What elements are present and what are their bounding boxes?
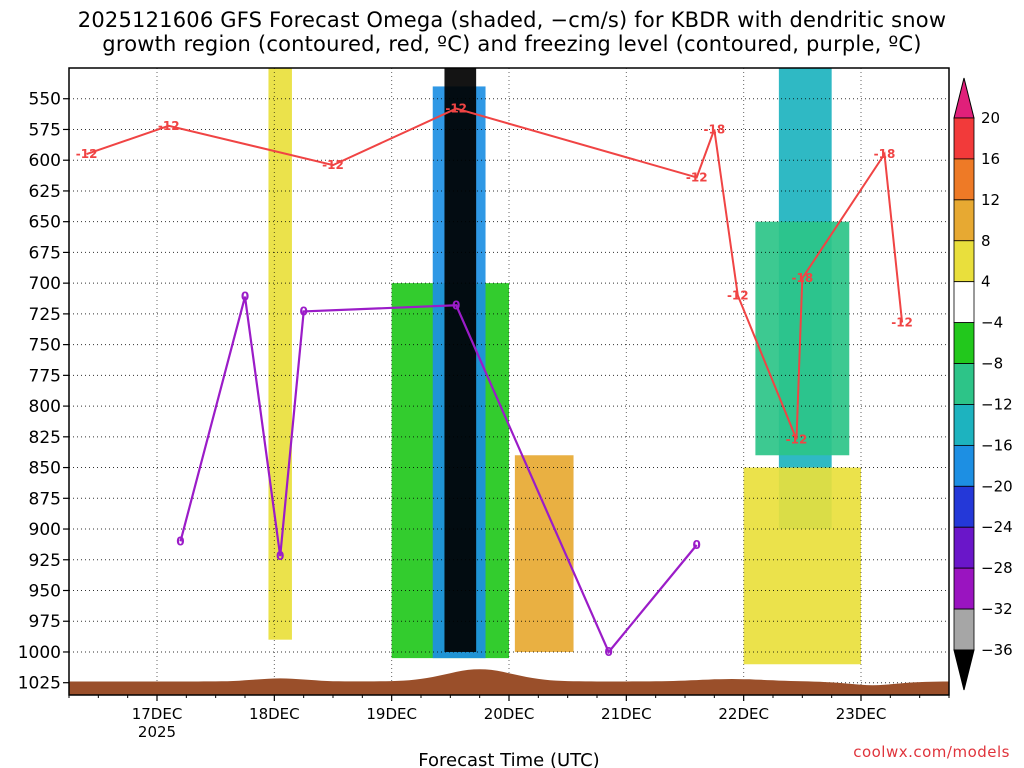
colorbar-bin-10: [953, 526, 975, 569]
dgz-label-9: -12: [891, 315, 913, 329]
y-tick-label-975: 975: [29, 612, 61, 632]
y-tick-label-925: 925: [29, 551, 61, 571]
omega-cell-5: [444, 68, 477, 652]
dgz-label-10: -12: [786, 432, 808, 446]
colorbar-bin-7: [953, 404, 975, 446]
colorbar-bin-9: [953, 485, 975, 528]
colorbar-label-5: −4: [981, 314, 1003, 332]
x-tick-label-18: 18DEC: [249, 705, 300, 723]
colorbar: 20 16 12 8 4 −4 −8 −12 −16 −20 −24 −28 −32 −36: [953, 77, 1013, 691]
colorbar-bin-11: [953, 567, 975, 610]
omega-cell-4: [755, 221, 850, 456]
y-axis: 550 575 600 625 650 675 700 725 750 775 800 825 850 8…: [18, 90, 69, 694]
colorbar-bin-2: [953, 199, 975, 242]
credit-link[interactable]: coolwx.com/models: [853, 743, 1010, 761]
colorbar-label-6: −8: [981, 355, 1003, 373]
x-tick-label-17: 17DEC: [132, 705, 183, 723]
y-tick-label-600: 600: [29, 151, 61, 171]
dgz-label-3: -12: [445, 102, 467, 116]
terrain: [69, 669, 949, 695]
y-tick-label-850: 850: [29, 459, 61, 479]
dgz-label-8: -12: [727, 288, 749, 302]
x-tick-label-19: 19DEC: [366, 705, 417, 723]
y-tick-label-1000: 1000: [18, 643, 61, 663]
colorbar-bin-8: [953, 444, 975, 487]
colorbar-label-4: 4: [981, 273, 991, 291]
colorbar-bottom-arrow: [953, 649, 975, 691]
y-tick-label-550: 550: [29, 90, 61, 110]
omega-cell-7: [514, 455, 574, 652]
freezing-label-4: 0: [276, 549, 284, 563]
title-line-2: growth region (contoured, red, ºC) and f…: [102, 32, 922, 56]
dgz-contour-red: [86, 107, 904, 440]
y-tick-label-625: 625: [29, 182, 61, 202]
colorbar-bin-1: [953, 158, 975, 201]
freezing-label-1: 0: [299, 304, 307, 318]
y-tick-label-825: 825: [29, 428, 61, 448]
colorbar-bin-5: [953, 322, 975, 364]
y-tick-label-875: 875: [29, 489, 61, 509]
freezing-label-0: 0: [241, 290, 249, 304]
chart-title: 2025121606 GFS Forecast Omega (shaded, −…: [0, 8, 1024, 56]
colorbar-bin-3: [953, 240, 975, 283]
colorbar-label-8: −16: [981, 436, 1013, 454]
colorbar-label-9: −20: [981, 477, 1013, 495]
y-tick-label-950: 950: [29, 582, 61, 602]
y-tick-label-650: 650: [29, 213, 61, 233]
title-line-1: 2025121606 GFS Forecast Omega (shaded, −…: [77, 8, 947, 32]
x-tick-label-22: 22DEC: [718, 705, 769, 723]
y-tick-label-725: 725: [29, 305, 61, 325]
y-tick-label-700: 700: [29, 274, 61, 294]
dgz-label-2: -12: [322, 158, 344, 172]
omega-cell-3: [743, 467, 861, 665]
dgz-label-5: -12: [686, 170, 708, 184]
y-tick-label-775: 775: [29, 366, 61, 386]
y-tick-label-800: 800: [29, 397, 61, 417]
colorbar-label-12: −32: [981, 600, 1013, 618]
dgz-label-6: -18: [874, 147, 896, 161]
freezing-label-5: 0: [693, 538, 701, 552]
y-tick-label-675: 675: [29, 243, 61, 263]
colorbar-label-10: −24: [981, 518, 1013, 536]
freezing-label-3: 0: [176, 534, 184, 548]
colorbar-label-3: 8: [981, 232, 991, 250]
x-tick-label-23: 23DEC: [836, 705, 887, 723]
colorbar-bin-4: [953, 281, 975, 324]
colorbar-label-0: 20: [981, 109, 1000, 127]
y-tick-label-575: 575: [29, 120, 61, 140]
gridlines: [69, 68, 949, 695]
dgz-label-0: -12: [76, 147, 98, 161]
colorbar-label-1: 16: [981, 150, 1000, 168]
omega-shading: [268, 68, 861, 665]
colorbar-label-13: −36: [981, 641, 1013, 659]
colorbar-label-7: −12: [981, 395, 1013, 413]
freezing-label-2: 0: [452, 298, 460, 312]
terrain-fill: [69, 669, 949, 695]
contour-lines: [86, 107, 904, 655]
x-tick-label-21: 21DEC: [601, 705, 652, 723]
freezing-contour-purple: [179, 296, 698, 655]
x-tick-sublabel-17: 2025: [138, 723, 176, 741]
dgz-label-4: -18: [703, 122, 725, 136]
y-tick-label-900: 900: [29, 520, 61, 540]
y-tick-label-750: 750: [29, 336, 61, 356]
colorbar-bin-12: [953, 608, 975, 651]
dgz-label-1: -12: [158, 119, 180, 133]
colorbar-label-2: 12: [981, 191, 1000, 209]
x-axis-label: Forecast Time (UTC): [418, 750, 599, 768]
y-tick-label-1025: 1025: [18, 674, 61, 694]
contour-labels: -12 -12 -12 -12 -18 -12 -18 -18 -12 -12 -12 0 0 0 0 0 0 0: [76, 102, 913, 659]
freezing-label-6: 0: [605, 645, 613, 659]
colorbar-bin-0: [953, 117, 975, 160]
colorbar-label-11: −28: [981, 559, 1013, 577]
x-tick-label-20: 20DEC: [484, 705, 535, 723]
dgz-label-7: -18: [791, 271, 813, 285]
colorbar-bin-6: [953, 363, 975, 405]
colorbar-top-arrow: [953, 77, 975, 119]
